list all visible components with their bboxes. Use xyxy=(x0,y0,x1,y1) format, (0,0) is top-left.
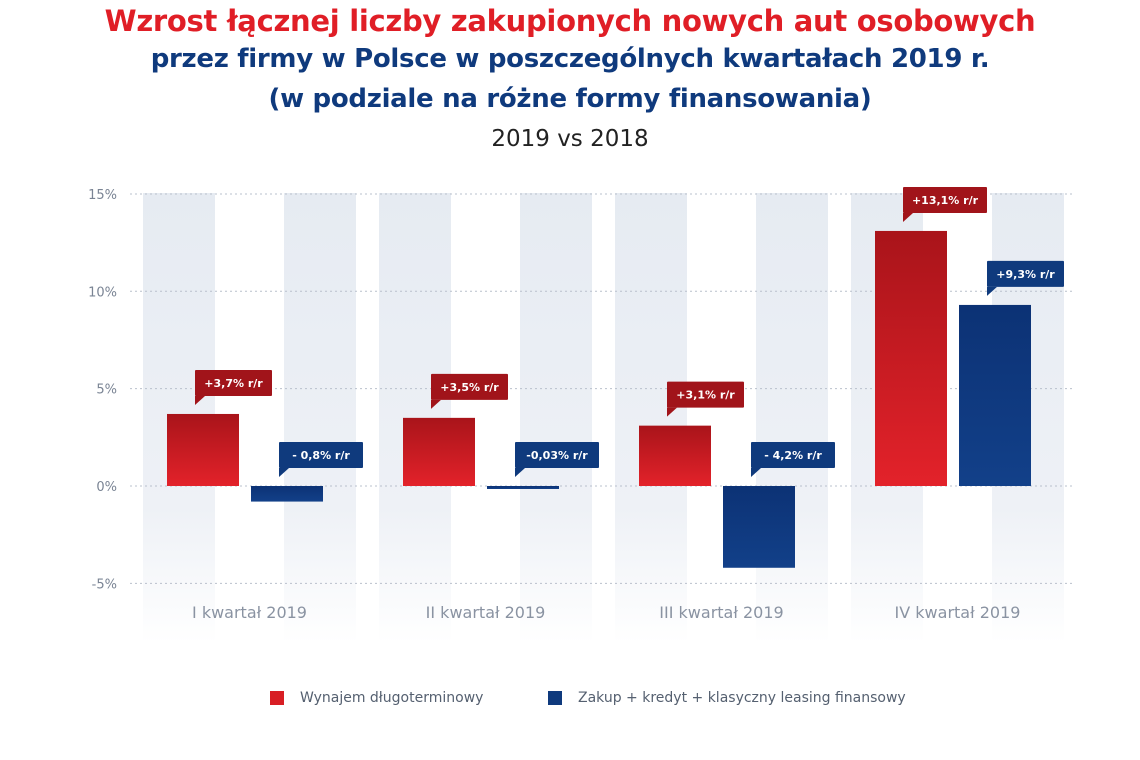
bar xyxy=(959,304,1031,486)
chart-subtitle: 2019 vs 2018 xyxy=(491,126,649,152)
callout-box xyxy=(279,442,363,468)
callout-pointer xyxy=(903,212,913,222)
callout-pointer xyxy=(195,395,205,405)
bar xyxy=(723,486,795,568)
legend-label-wynajem: Wynajem długoterminowy xyxy=(300,690,484,706)
callout-box xyxy=(751,442,835,468)
data-label: +13,1% r/r xyxy=(912,194,979,207)
legend-swatch-red xyxy=(270,691,284,705)
data-label: - 0,8% r/r xyxy=(292,449,350,462)
data-label: - 4,2% r/r xyxy=(764,449,822,462)
bar xyxy=(167,413,239,486)
bar xyxy=(251,486,323,502)
callout-box xyxy=(903,186,987,213)
data-label: +3,5% r/r xyxy=(440,381,499,394)
x-category-label: IV kwartał 2019 xyxy=(895,603,1021,622)
chart-title-line3: (w podziale na różne formy finansowania) xyxy=(268,84,872,114)
callout-box xyxy=(987,260,1064,287)
chart-title-line2: przez firmy w Polsce w poszczególnych kw… xyxy=(150,44,990,74)
callout-box xyxy=(667,381,744,408)
callout-box xyxy=(431,373,508,400)
x-category-label: II kwartał 2019 xyxy=(426,603,546,622)
callout-pointer xyxy=(751,468,761,477)
background-band xyxy=(284,193,356,643)
callout-pointer xyxy=(279,468,289,477)
data-label: +3,7% r/r xyxy=(204,377,263,390)
legend-item-zakup: Zakup + kredyt + klasyczny leasing finan… xyxy=(548,690,906,706)
background-band xyxy=(756,193,828,643)
callout-pointer xyxy=(667,407,677,417)
x-category-label: I kwartał 2019 xyxy=(192,603,307,622)
legend-label-zakup: Zakup + kredyt + klasyczny leasing finan… xyxy=(578,690,906,706)
callout-box xyxy=(195,369,272,396)
background-band xyxy=(615,193,687,643)
bar xyxy=(875,230,947,486)
callout-pointer xyxy=(515,468,525,477)
y-tick-label: 15% xyxy=(88,188,117,203)
data-label: -0,03% r/r xyxy=(526,449,588,462)
x-category-label: III kwartał 2019 xyxy=(659,603,783,622)
callout-pointer xyxy=(987,286,997,296)
chart-title-line1: Wzrost łącznej liczby zakupionych nowych… xyxy=(104,4,1036,38)
legend: Wynajem długoterminowy Zakup + kredyt + … xyxy=(0,690,1140,712)
bar xyxy=(487,486,559,489)
y-tick-label: 5% xyxy=(96,383,117,398)
bar xyxy=(639,425,711,486)
y-tick-label: 10% xyxy=(88,285,117,300)
data-label: +3,1% r/r xyxy=(676,389,735,402)
callout-box xyxy=(515,442,599,468)
y-tick-label: -5% xyxy=(92,577,117,592)
background-band xyxy=(520,193,592,643)
legend-item-wynajem: Wynajem długoterminowy xyxy=(270,690,483,706)
bar xyxy=(403,417,475,486)
legend-swatch-blue xyxy=(548,691,562,705)
callout-pointer xyxy=(431,399,441,409)
y-tick-label: 0% xyxy=(96,480,117,495)
data-label: +9,3% r/r xyxy=(996,268,1055,281)
